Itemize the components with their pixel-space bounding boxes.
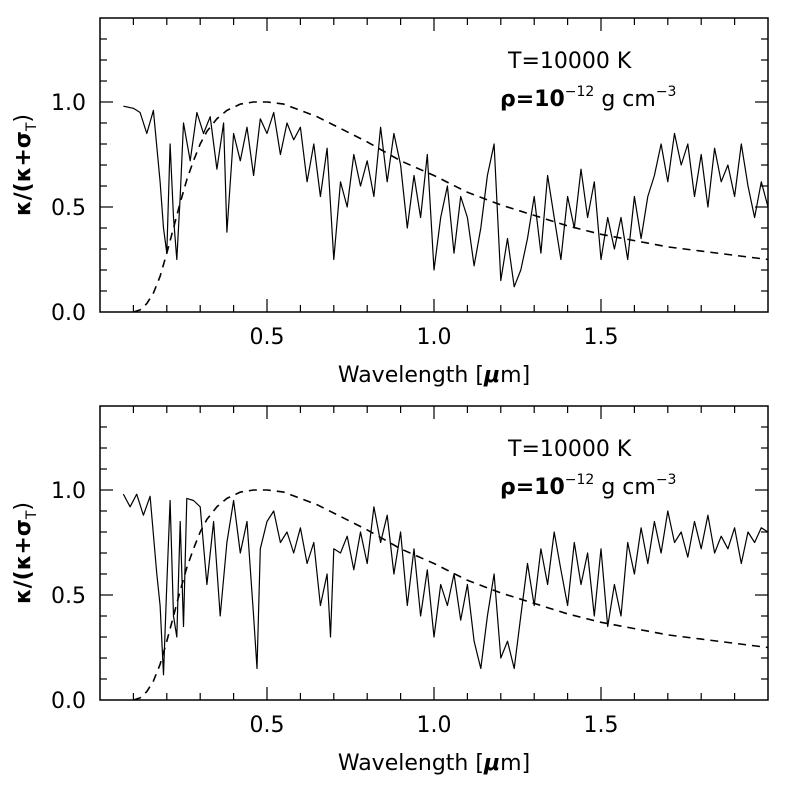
x-tick-label: 1.0 xyxy=(417,325,452,350)
annotation-temperature: T=10000 K xyxy=(507,437,632,462)
y-tick-label: 0.0 xyxy=(51,689,86,714)
y-axis-label-main: κ/(κ+σ xyxy=(11,131,36,216)
y-tick-label: 0.5 xyxy=(51,584,86,609)
x-tick-label: 0.5 xyxy=(250,325,285,350)
y-axis-label: κ/(κ+σT) xyxy=(11,502,40,604)
series-solid-line xyxy=(122,493,769,676)
annotation-temperature: T=10000 K xyxy=(507,49,632,74)
x-tick-label: 0.5 xyxy=(250,713,285,738)
annotation-density-units: g cm xyxy=(594,475,655,500)
x-axis-label-mu: μ xyxy=(483,363,500,388)
annotation-density: ρ=10−12 g cm−3 xyxy=(500,472,676,500)
y-axis-label-subscript: T xyxy=(24,510,40,520)
x-tick-label: 1.0 xyxy=(417,713,452,738)
annotation-density-exponent: −12 xyxy=(565,84,595,100)
annotation-density-exponent-2: −3 xyxy=(656,84,677,100)
x-axis-label: Wavelength [μm] xyxy=(338,363,530,388)
y-tick-label: 1.0 xyxy=(51,479,86,504)
annotation-density-exponent-2: −3 xyxy=(656,472,677,488)
x-axis-label-mu: μ xyxy=(483,751,500,776)
annotation-density-exponent: −12 xyxy=(565,472,595,488)
y-axis-label-subscript: T xyxy=(24,122,40,132)
y-tick-label: 0.0 xyxy=(51,301,86,326)
x-axis-label-suffix: m] xyxy=(500,751,530,776)
y-tick-label: 1.0 xyxy=(51,91,86,116)
y-axis-label-close: ) xyxy=(11,114,36,123)
x-tick-label: 1.5 xyxy=(584,325,619,350)
y-axis-label-close: ) xyxy=(11,502,36,511)
x-axis-label-prefix: Wavelength [ xyxy=(338,363,484,388)
annotation-density-prefix: ρ=10 xyxy=(500,475,565,500)
annotation-density: ρ=10−12 g cm−3 xyxy=(500,84,676,112)
y-axis-label-main: κ/(κ+σ xyxy=(11,519,36,604)
x-axis-label: Wavelength [μm] xyxy=(338,751,530,776)
annotation-density-prefix: ρ=10 xyxy=(500,87,565,112)
x-axis-label-prefix: Wavelength [ xyxy=(338,751,484,776)
annotation-density-units: g cm xyxy=(594,87,655,112)
y-axis-label: κ/(κ+σT) xyxy=(11,114,40,216)
series-solid-line xyxy=(123,105,769,288)
y-tick-label: 0.5 xyxy=(51,196,86,221)
x-axis-label-suffix: m] xyxy=(500,363,530,388)
x-tick-label: 1.5 xyxy=(584,713,619,738)
